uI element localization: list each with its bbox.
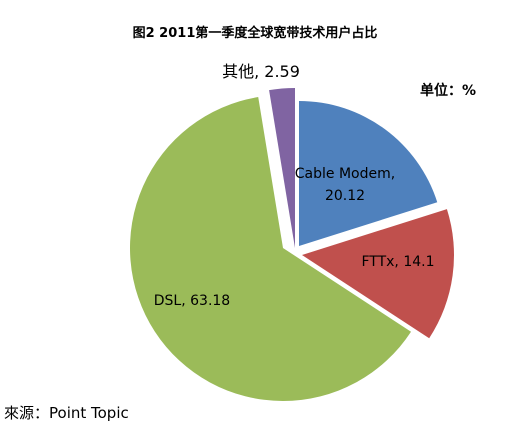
pie-slice-dsl — [130, 97, 412, 401]
pie-slice-cable-modem — [299, 101, 438, 246]
source-note: 來源：Point Topic — [4, 404, 129, 422]
unit-label: 单位：% — [420, 83, 477, 99]
slice-label-fttx: FTTx, 14.1 — [361, 254, 434, 270]
slice-label-其他: 其他, 2.59 — [222, 62, 300, 81]
slice-label-cable-modem: Cable Modem, 20.12 — [295, 166, 395, 204]
slice-label-dsl: DSL, 63.18 — [154, 293, 230, 309]
pie-slice-其他 — [269, 88, 295, 248]
pie-slice-fttx — [302, 209, 454, 339]
chart-title: 图2 2011第一季度全球宽带技术用户占比 — [132, 26, 378, 41]
